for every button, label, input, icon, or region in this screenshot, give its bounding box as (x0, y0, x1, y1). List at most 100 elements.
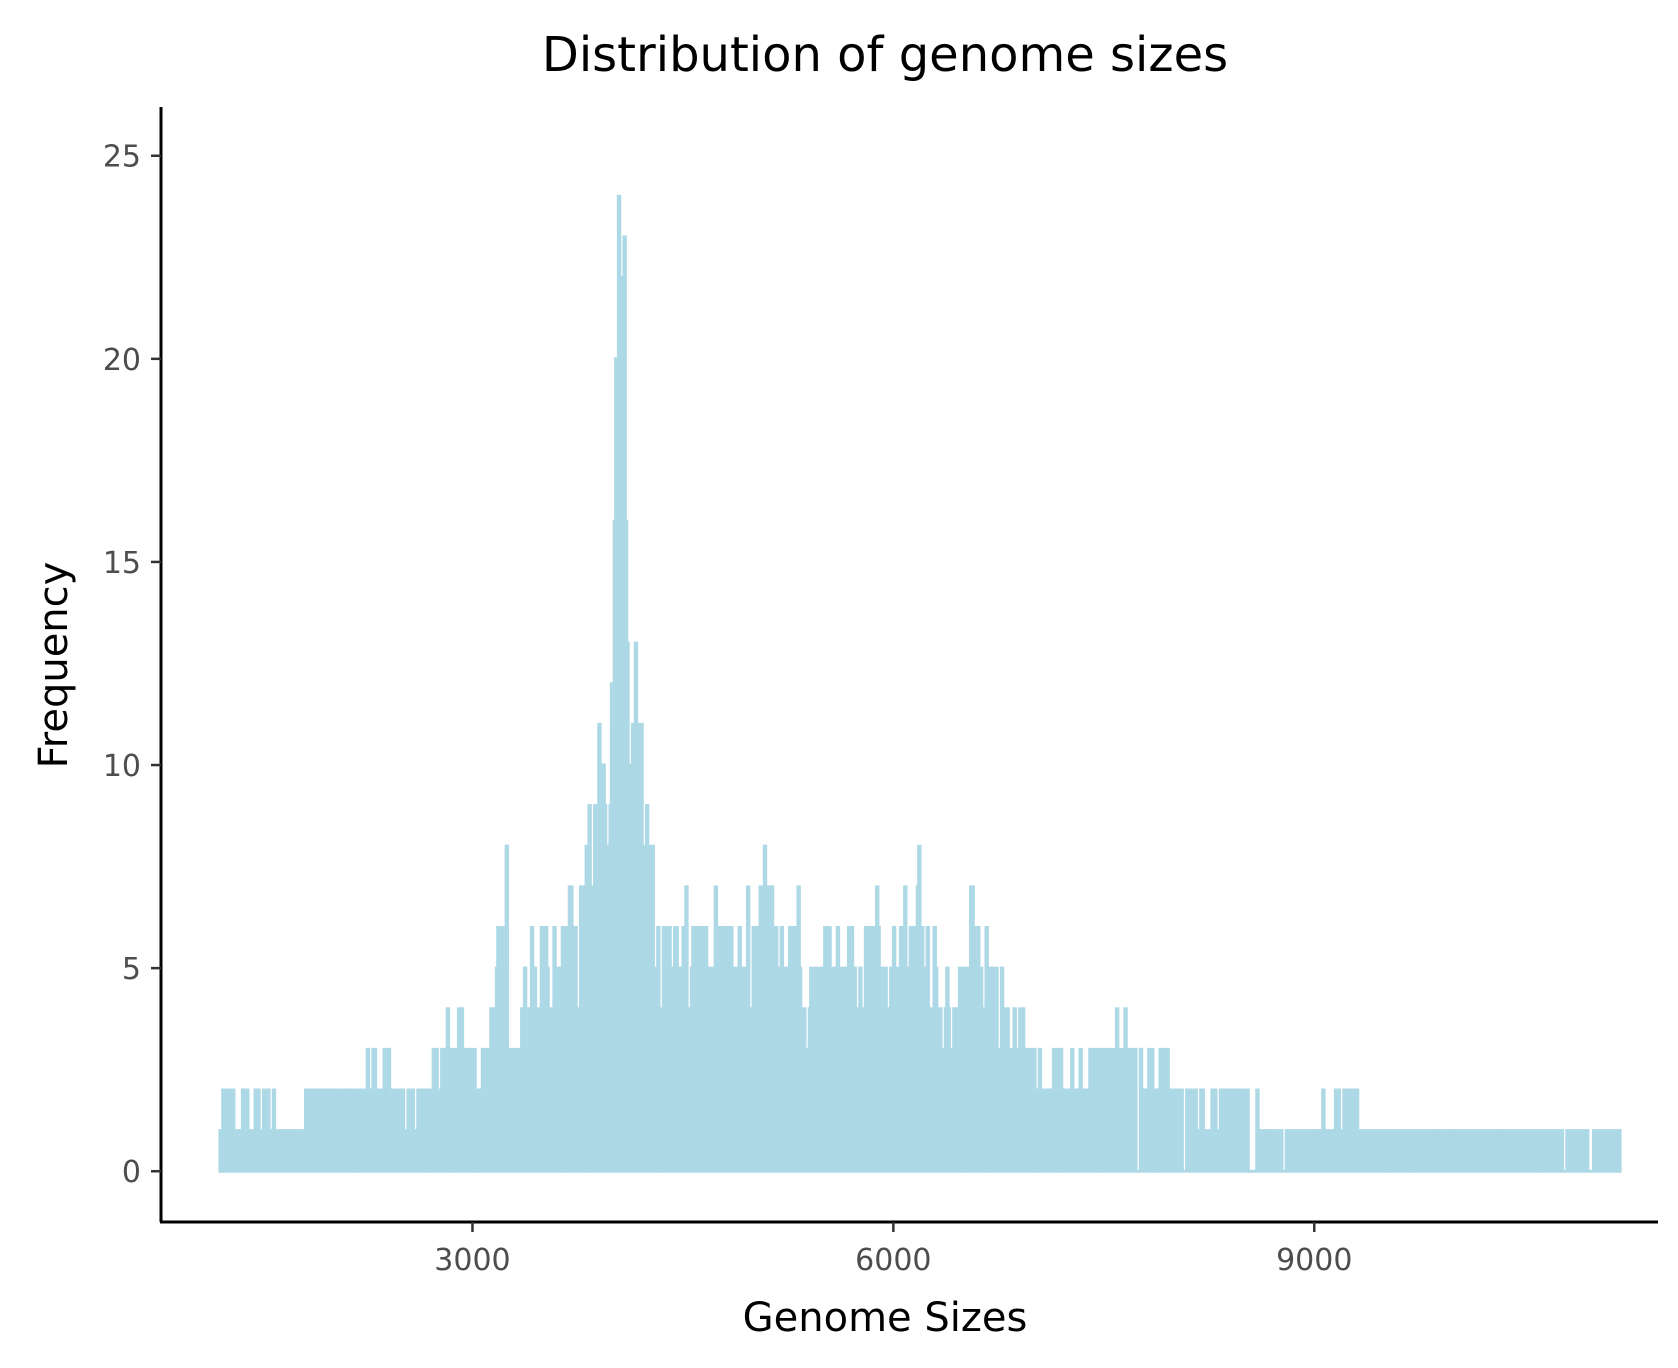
histogram-bar (1549, 1130, 1552, 1172)
histogram-bar (579, 1008, 582, 1172)
histogram-bar (941, 1049, 944, 1172)
histogram-bar (920, 1008, 923, 1172)
histogram-bar (656, 1008, 659, 1172)
histogram-bar (437, 1089, 440, 1172)
histogram-bar (608, 886, 611, 1172)
histogram-bar (635, 643, 638, 1172)
histogram-bar (1544, 1130, 1547, 1172)
histogram-bar (1432, 1130, 1435, 1172)
histogram-bar (1467, 1130, 1470, 1172)
histogram-bar (1538, 1130, 1541, 1172)
histogram-bar (640, 724, 643, 1172)
histogram-bar (861, 1008, 864, 1172)
histogram-bar (894, 1008, 897, 1172)
histogram-bar (313, 1130, 316, 1172)
histogram-bar (893, 927, 896, 1172)
histogram-bar (330, 1130, 333, 1172)
histogram-bar (811, 1049, 814, 1172)
histogram-bar (1502, 1130, 1505, 1172)
histogram-bar (685, 886, 688, 1172)
histogram-bar (830, 968, 833, 1172)
histogram-bar (1582, 1130, 1585, 1172)
histogram-bar (1175, 1089, 1178, 1172)
histogram-bar (1012, 1049, 1015, 1172)
histogram-bar (1002, 1049, 1005, 1172)
histogram-bar (551, 1049, 554, 1172)
histogram-bar (719, 1008, 722, 1172)
histogram-bar (722, 927, 725, 1172)
histogram-bar (619, 358, 622, 1172)
histogram-bar (363, 1089, 366, 1172)
histogram-bar (956, 1008, 959, 1172)
histogram-bar (1014, 1008, 1017, 1172)
histogram-bar (945, 1008, 948, 1172)
histogram-bar (1496, 1130, 1499, 1172)
histogram-bar (1047, 1089, 1050, 1172)
histogram-bar (976, 1049, 979, 1172)
histogram-bar (1193, 1130, 1196, 1172)
histogram-bar (224, 1089, 227, 1172)
histogram-bar (1042, 1089, 1045, 1172)
histogram-bar (884, 968, 887, 1172)
histogram-bar (288, 1130, 291, 1172)
histogram-bar (1397, 1130, 1400, 1172)
histogram-bar (734, 1008, 737, 1172)
histogram-bar (1109, 1089, 1112, 1172)
histogram-bar (870, 1008, 873, 1172)
histogram-bar (280, 1130, 283, 1172)
histogram-bar (1526, 1130, 1529, 1172)
histogram-bar (847, 968, 850, 1172)
histogram-bar (751, 1008, 754, 1172)
histogram-bar (1448, 1130, 1451, 1172)
histogram-bar (1319, 1130, 1322, 1172)
histogram-bar (301, 1130, 304, 1172)
histogram-bar (760, 886, 763, 1172)
histogram-bar (1551, 1130, 1554, 1172)
histogram-bar (935, 968, 938, 1172)
histogram-bar (595, 927, 598, 1172)
histogram-bar (278, 1130, 281, 1172)
histogram-bar (538, 1049, 541, 1172)
histogram-bar (322, 1130, 325, 1172)
histogram-bar (692, 927, 695, 1172)
histogram-bar (292, 1130, 295, 1172)
histogram-bar (601, 968, 604, 1172)
histogram-bar (732, 1008, 735, 1172)
histogram-bar (572, 1008, 575, 1172)
histogram-bar (522, 1089, 525, 1172)
histogram-bar (856, 1049, 859, 1172)
histogram-bar (1173, 1089, 1176, 1172)
histogram-bar (552, 1049, 555, 1172)
histogram-bar (410, 1130, 413, 1172)
histogram-bar (455, 1049, 458, 1172)
histogram-bar (905, 968, 908, 1172)
histogram-bar (513, 1049, 516, 1172)
histogram-bar (887, 1008, 890, 1172)
histogram-bar (782, 968, 785, 1172)
histogram-bar (1333, 1130, 1336, 1172)
histogram-bar (699, 927, 702, 1172)
histogram-bar (891, 968, 894, 1172)
histogram-bar (698, 968, 701, 1172)
histogram-bar (1085, 1089, 1088, 1172)
histogram-bar (441, 1049, 444, 1172)
histogram-bar (1314, 1130, 1317, 1172)
histogram-bar (597, 968, 600, 1172)
histogram-bar (548, 1049, 551, 1172)
histogram-bar (238, 1130, 241, 1172)
histogram-bar (848, 927, 851, 1172)
histogram-bar (281, 1130, 284, 1172)
histogram-bar (364, 1089, 367, 1172)
histogram-bar (914, 968, 917, 1172)
histogram-bar (747, 886, 750, 1172)
histogram-bar (804, 1049, 807, 1172)
histogram-bar (1398, 1130, 1401, 1172)
histogram-bar (1583, 1130, 1586, 1172)
histogram-bar (1099, 1049, 1102, 1172)
histogram-bar (1065, 1089, 1068, 1172)
histogram-bar (609, 805, 612, 1172)
histogram-bar (913, 927, 916, 1172)
histogram-bar (419, 1130, 422, 1172)
x-axis-label: Genome Sizes (743, 1295, 1028, 1341)
